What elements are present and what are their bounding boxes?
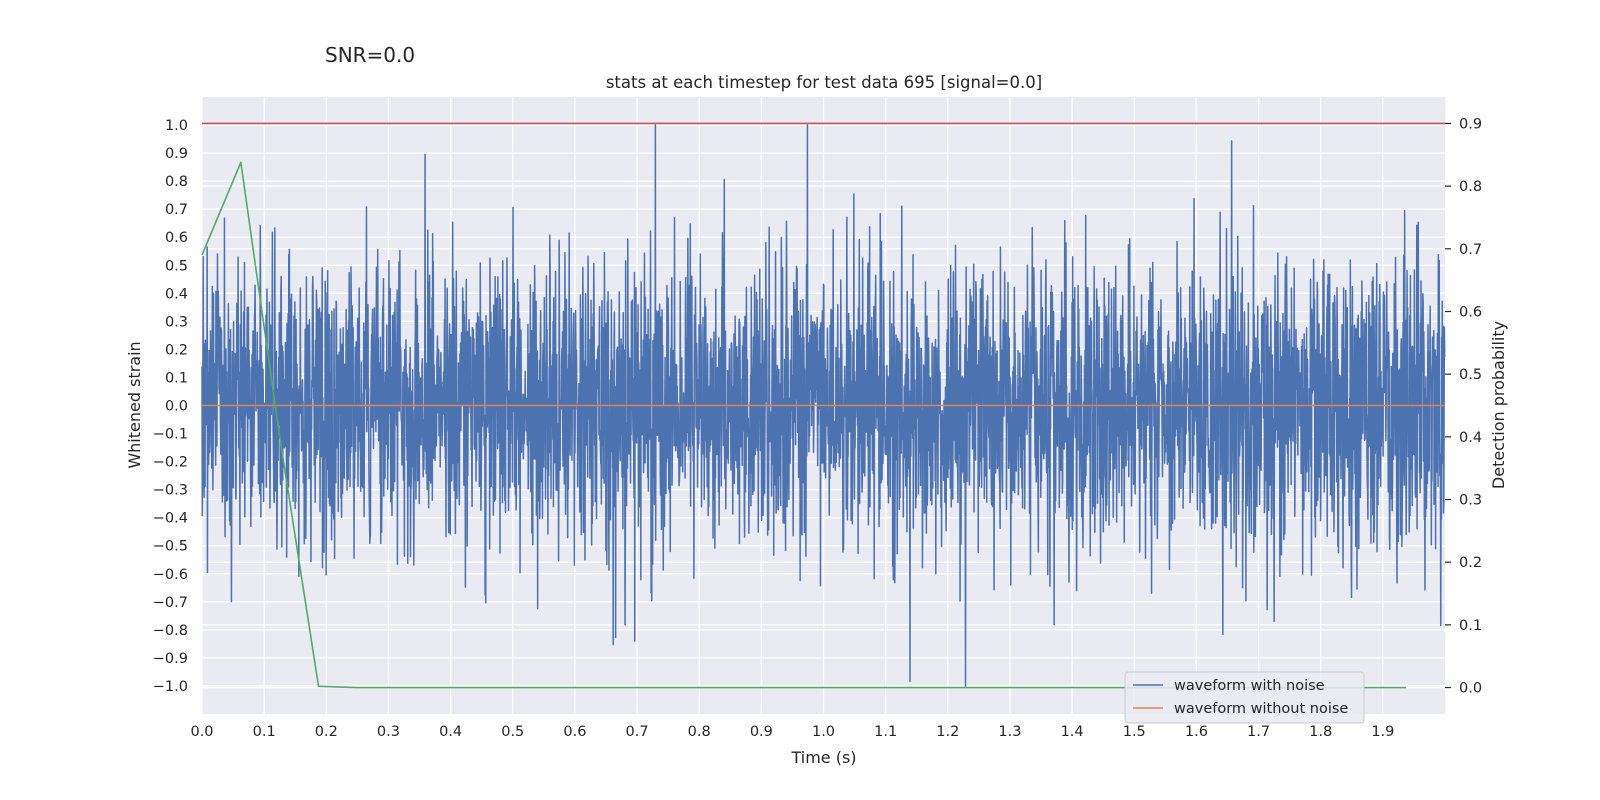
y-ticks: 1.0 0.9 0.8 0.7 0.6 0.5 0.4 0.3 0.2 0.1 0.0 −0.1 −0.…: [153, 118, 188, 695]
y-tick-label: −1.0: [153, 679, 188, 695]
y-tick-label-right: 0.8: [1459, 179, 1482, 195]
y-tick-label: 0.1: [165, 370, 188, 386]
series-line-detection-probability: [201, 161, 1407, 689]
y-tick-label: 0.6: [165, 230, 188, 246]
y-tick-label: −0.7: [153, 595, 188, 611]
y-ticks-right: 0.9 0.8 0.7 0.6 0.5 0.4 0.3 0.2 0.1 0.0: [1445, 116, 1482, 697]
legend-label-with-noise: waveform with noise: [1174, 678, 1325, 694]
y-tick-label: 0.2: [165, 342, 188, 358]
x-tick-label: 0.9: [750, 724, 773, 740]
x-tick-label: 1.1: [874, 724, 897, 740]
y-tick-label: 0.9: [165, 146, 188, 162]
y-axis-label: Whitened strain: [125, 341, 144, 468]
y-tick-label: 0.8: [165, 174, 188, 190]
y-tick-label-right: 0.4: [1459, 430, 1482, 446]
x-tick-label: 1.5: [1123, 724, 1146, 740]
y-tick-label: 0.4: [165, 286, 188, 302]
y-tick-label: −0.2: [153, 455, 188, 471]
series-layer: [201, 122, 1446, 689]
x-tick-label: 1.6: [1185, 724, 1208, 740]
y-tick-label: −0.3: [153, 483, 188, 499]
y-tick-label-right: 0.1: [1459, 618, 1482, 634]
y-tick-label: −0.8: [153, 623, 188, 639]
y-tick-label-right: 0.7: [1459, 242, 1482, 258]
x-tick-label: 1.2: [936, 724, 959, 740]
y-tick-label: −0.6: [153, 567, 188, 583]
legend: waveform with noise waveform without noi…: [1124, 671, 1365, 724]
y-tick-label-right: 0.2: [1459, 555, 1482, 571]
chart-title: stats at each timestep for test data 695…: [606, 73, 1042, 92]
y-tick-label-right: 0.9: [1459, 116, 1482, 132]
x-tick-label: 0.5: [501, 724, 524, 740]
x-axis-label: Time (s): [790, 748, 856, 767]
y-tick-label-right: 0.0: [1459, 681, 1482, 697]
y-tick-label: 0.0: [165, 399, 188, 415]
y-tick-label: −0.4: [153, 511, 188, 527]
y-tick-label: −0.1: [153, 427, 188, 443]
x-tick-label: 1.7: [1247, 724, 1270, 740]
x-tick-label: 0.1: [253, 724, 276, 740]
y-tick-label: −0.5: [153, 539, 188, 555]
y-tick-label-right: 0.6: [1459, 304, 1482, 320]
x-tick-label: 1.4: [1061, 724, 1084, 740]
y-tick-label-right: 0.3: [1459, 493, 1482, 509]
series-line-waveform-with-noise: [201, 124, 1446, 687]
legend-box: [1124, 671, 1365, 724]
x-tick-label: 1.0: [812, 724, 835, 740]
y-axis-label-right: Detection probability: [1489, 321, 1508, 489]
y-tick-label: 0.7: [165, 202, 188, 218]
x-ticks: 0.0 0.1 0.2 0.3 0.4 0.5 0.6 0.7 0.8 0.9 1.0 1.1 1.2 1…: [190, 724, 1394, 740]
y-tick-label: 1.0: [165, 118, 188, 134]
y-tick-label-right: 0.5: [1459, 367, 1482, 383]
y-tick-label: −0.9: [153, 651, 188, 667]
legend-label-without-noise: waveform without noise: [1174, 701, 1348, 717]
y-tick-label: 0.3: [165, 314, 188, 330]
x-tick-label: 0.8: [688, 724, 711, 740]
x-tick-label: 1.8: [1309, 724, 1332, 740]
y-tick-label: 0.5: [165, 258, 188, 274]
x-tick-label: 0.4: [439, 724, 462, 740]
x-tick-label: 0.3: [377, 724, 400, 740]
x-tick-label: 0.2: [315, 724, 338, 740]
x-tick-label: 1.9: [1371, 724, 1394, 740]
suptitle: SNR=0.0: [325, 43, 415, 67]
x-tick-label: 1.3: [998, 724, 1021, 740]
x-tick-label: 0.0: [190, 724, 213, 740]
x-tick-label: 0.7: [626, 724, 649, 740]
x-tick-label: 0.6: [563, 724, 586, 740]
